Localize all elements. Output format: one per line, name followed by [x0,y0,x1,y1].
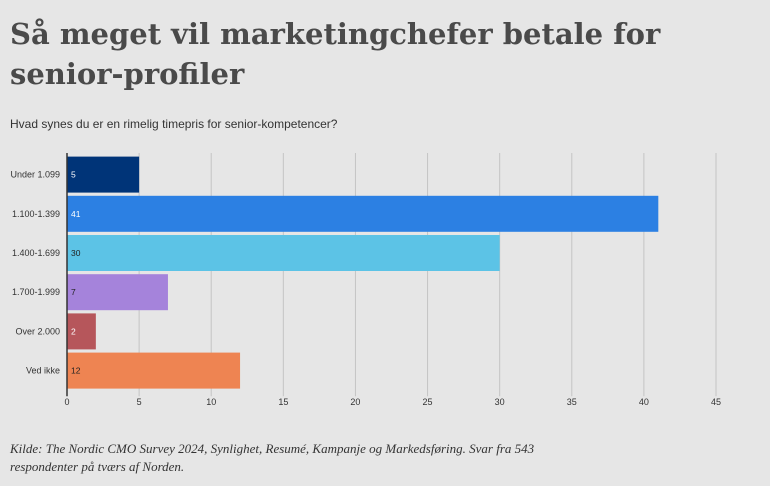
bar [67,235,500,271]
data-label: 5 [71,170,76,180]
data-label: 7 [71,287,76,297]
x-tick-label: 25 [423,397,433,407]
bar [67,313,96,350]
category-label: 1.400-1.699 [12,248,60,258]
x-tick-label: 20 [350,397,360,407]
category-label: 1.700-1.999 [12,287,60,297]
bar [67,274,168,311]
data-label: 30 [71,248,81,258]
chart-title: Så meget vil marketingchefer betale for … [10,17,661,91]
x-tick-label: 30 [495,397,505,407]
gridlines [138,153,717,397]
x-tick-label: 10 [206,397,216,407]
x-tick-label: 5 [137,397,142,407]
x-tick-label: 40 [639,397,649,407]
chart-subtitle: Hvad synes du er en rimelig timepris for… [10,117,338,131]
data-label: 41 [71,209,81,219]
bar [67,156,140,193]
category-label: Under 1.099 [10,170,60,180]
x-tick-label: 35 [567,397,577,407]
bars: 5 41 30 7 2 12 [67,156,659,389]
x-tick-label: 15 [278,397,288,407]
bar [67,352,241,389]
x-tick-label: 0 [64,397,69,407]
data-label: 12 [71,366,81,376]
category-label: Ved ikke [26,366,60,376]
source-note: Kilde: The Nordic CMO Survey 2024, Synli… [10,441,535,474]
bar [67,195,659,232]
category-label: 1.100-1.399 [12,209,60,219]
data-label: 2 [71,326,76,336]
category-label: Over 2.000 [15,326,60,336]
x-tick-label: 45 [711,397,721,407]
